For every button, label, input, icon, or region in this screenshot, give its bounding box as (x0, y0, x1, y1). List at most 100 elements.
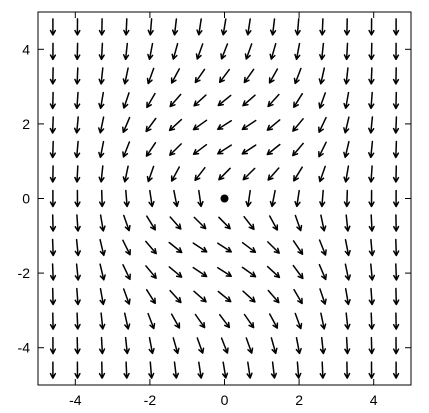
field-arrow (98, 189, 106, 208)
field-arrow (241, 266, 257, 278)
field-arrow (169, 289, 182, 304)
field-arrow (49, 287, 57, 306)
field-arrow (343, 140, 350, 159)
field-arrow (217, 119, 232, 131)
field-arrow (267, 93, 280, 108)
field-arrow (294, 42, 301, 61)
field-arrow (319, 189, 326, 208)
field-arrow (246, 361, 253, 379)
field-arrow (49, 312, 57, 330)
field-arrow (217, 266, 232, 278)
field-arrow (146, 215, 156, 231)
field-arrow (194, 68, 206, 84)
field-arrow (368, 214, 375, 232)
y-tick-label: -4 (18, 340, 31, 356)
field-arrow (293, 288, 303, 305)
field-arrow (269, 18, 277, 36)
field-arrow (145, 289, 156, 305)
field-arrow (168, 241, 183, 254)
field-arrow (192, 242, 208, 253)
field-arrow (242, 290, 256, 303)
field-arrow (74, 91, 81, 110)
field-arrow (292, 118, 304, 132)
field-arrow (221, 361, 229, 379)
field-arrow (169, 143, 182, 156)
field-arrow (169, 93, 182, 108)
field-arrow (344, 312, 351, 330)
field-arrow (74, 214, 81, 232)
field-arrow (74, 18, 81, 36)
field-arrow (318, 141, 327, 158)
field-arrow (320, 312, 327, 330)
field-arrow (241, 144, 257, 155)
field-arrow (49, 361, 57, 379)
field-arrow (192, 143, 208, 156)
field-arrow (49, 140, 56, 159)
field-arrow (49, 18, 57, 36)
field-arrow (192, 119, 208, 131)
field-arrow (392, 165, 400, 183)
field-arrow (170, 166, 181, 182)
field-arrow (343, 116, 350, 134)
equilibrium-point (220, 194, 229, 203)
field-arrow (368, 312, 375, 330)
x-tick-label: 2 (295, 392, 303, 408)
field-arrow (243, 215, 255, 231)
field-arrow (392, 91, 400, 110)
field-arrow (123, 214, 131, 232)
field-arrow (368, 18, 375, 36)
field-arrow (318, 67, 326, 85)
field-arrow (218, 313, 231, 329)
field-arrow (99, 312, 106, 330)
field-arrow (392, 336, 400, 355)
field-arrow (368, 116, 375, 134)
field-arrow (270, 361, 278, 379)
y-tick-label: 0 (22, 191, 30, 207)
field-arrow (245, 189, 252, 208)
field-arrow (192, 266, 208, 278)
field-arrow (196, 337, 205, 354)
field-arrow (145, 117, 157, 133)
field-arrow (268, 313, 279, 329)
field-arrow (368, 91, 375, 110)
field-arrow (241, 119, 257, 131)
field-arrow (168, 118, 183, 132)
field-arrow (98, 165, 105, 183)
field-arrow (294, 18, 301, 36)
field-arrow (195, 43, 204, 60)
field-arrow (319, 336, 327, 355)
field-arrow (218, 68, 231, 84)
field-arrow (123, 189, 130, 208)
field-arrow (218, 216, 231, 230)
field-arrow (74, 263, 81, 281)
field-arrow (194, 166, 206, 182)
field-arrow (344, 214, 351, 232)
field-arrow (122, 264, 131, 281)
field-arrow (343, 67, 350, 85)
field-arrow (147, 42, 154, 61)
field-arrow (266, 143, 281, 156)
field-arrow (146, 67, 155, 85)
field-arrow (123, 361, 130, 379)
field-arrow (99, 263, 106, 281)
field-arrow (292, 240, 304, 255)
field-arrow (168, 266, 183, 278)
field-arrow (98, 42, 105, 61)
field-arrow (99, 238, 106, 257)
field-arrow (392, 116, 400, 134)
field-arrow (220, 337, 229, 354)
field-arrow (122, 288, 131, 305)
field-arrow (145, 142, 157, 157)
field-arrow (393, 287, 400, 306)
field-arrow (98, 116, 105, 134)
field-arrow (98, 140, 105, 159)
x-tick-label: -4 (69, 392, 82, 408)
field-arrow (98, 336, 106, 355)
field-arrow (122, 116, 131, 134)
x-tick-label: -2 (144, 392, 157, 408)
field-arrow (74, 67, 81, 85)
field-arrow (244, 43, 253, 60)
field-arrow (319, 361, 326, 379)
field-arrow (170, 313, 181, 329)
